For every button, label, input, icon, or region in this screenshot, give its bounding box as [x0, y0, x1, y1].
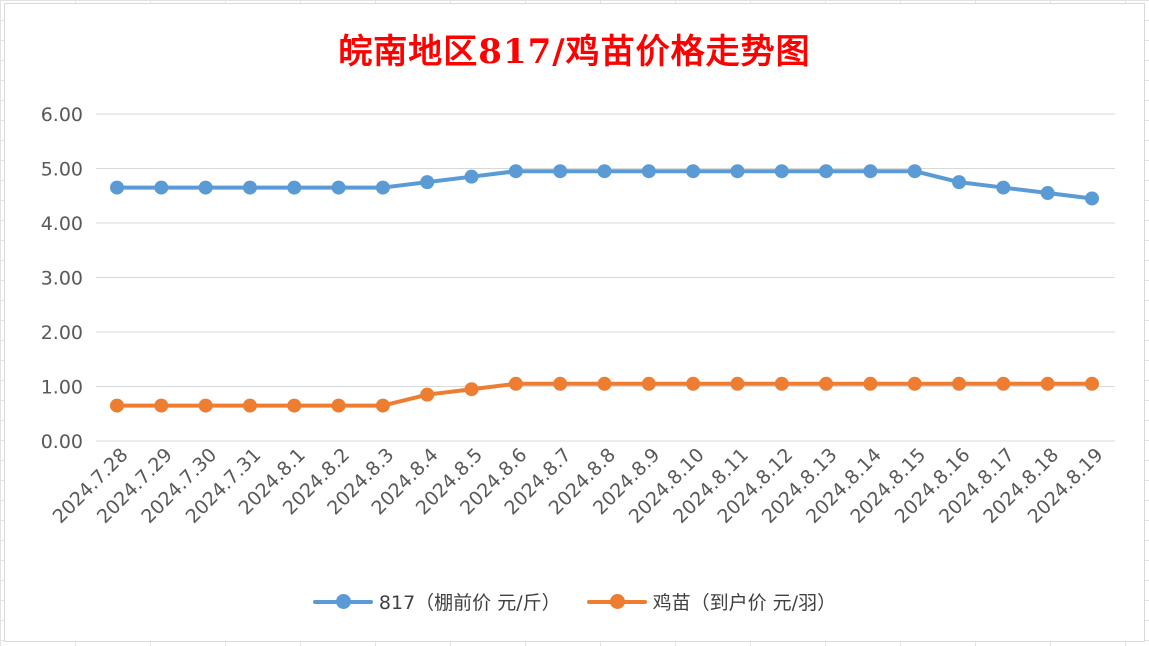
series-1-point — [110, 398, 124, 413]
series-0-point — [508, 164, 523, 179]
series-1-point — [863, 376, 878, 391]
series-0-point — [952, 175, 967, 190]
legend: 817（棚前价 元/斤） 鸡苗（到户价 元/羽） — [5, 588, 1144, 615]
legend-item-chick[interactable]: 鸡苗（到户价 元/羽） — [586, 588, 837, 615]
y-tick-label: 1.00 — [41, 377, 83, 399]
series-1-point — [287, 398, 302, 413]
series-1-point — [952, 376, 967, 391]
series-1-point — [730, 376, 745, 391]
series-0-point — [730, 164, 745, 179]
series-1-point — [331, 398, 346, 413]
series-1-point — [996, 376, 1011, 391]
series-1-point — [1040, 376, 1055, 391]
series-1-point — [1085, 376, 1099, 391]
series-1-point — [907, 376, 922, 391]
series-0-point — [996, 180, 1011, 195]
series-1-point — [597, 376, 612, 391]
plot-area: 0.00 1.00 2.00 3.00 4.00 5.00 6.00 2024.7.2820… — [41, 104, 1115, 528]
x-axis-tick-labels: 2024.7.282024.7.292024.7.302024.7.312024… — [49, 444, 1108, 528]
y-tick-label: 4.00 — [41, 213, 83, 235]
series-1-point — [242, 398, 257, 413]
series-0-point — [198, 180, 213, 195]
series-0-point — [907, 164, 922, 179]
legend-label-chick: 鸡苗（到户价 元/羽） — [652, 592, 837, 614]
series-0-point — [863, 164, 878, 179]
series-0-point — [553, 164, 568, 179]
series-0-point — [110, 180, 124, 195]
series-1-point — [686, 376, 701, 391]
gridlines — [96, 113, 1115, 442]
series-1-point — [819, 376, 834, 391]
chart-area[interactable]: 皖南地区817/鸡苗价格走势图 0.00 1.00 2.00 3.00 4.00 5.00… — [4, 3, 1145, 642]
series-0-point — [1040, 186, 1055, 201]
series-0-point — [686, 164, 701, 179]
series-0-point — [331, 180, 346, 195]
series-1-point — [508, 376, 523, 391]
series-1-point — [553, 376, 568, 391]
series-0-point — [420, 175, 435, 190]
series-0-point — [242, 180, 257, 195]
series-1-point — [420, 387, 435, 402]
series-0-point — [287, 180, 302, 195]
y-tick-label: 6.00 — [41, 104, 83, 126]
series-1-point — [641, 376, 656, 391]
series-0-point — [819, 164, 834, 179]
series-0-point — [774, 164, 789, 179]
series-1-point — [375, 398, 390, 413]
y-tick-label: 2.00 — [41, 322, 83, 344]
legend-item-817[interactable]: 817（棚前价 元/斤） — [312, 588, 561, 615]
series-lines — [110, 164, 1099, 413]
series-1-point — [154, 398, 169, 413]
series-1-point — [774, 376, 789, 391]
y-axis-tick-labels: 0.00 1.00 2.00 3.00 4.00 5.00 6.00 — [41, 104, 83, 453]
legend-swatch-chick-icon — [586, 593, 647, 609]
series-0-point — [641, 164, 656, 179]
series-0-point — [464, 169, 479, 184]
chart-title: 皖南地区817/鸡苗价格走势图 — [338, 32, 811, 72]
series-1-point — [198, 398, 213, 413]
y-tick-label: 0.00 — [41, 431, 83, 453]
legend-swatch-817-icon — [312, 593, 373, 609]
y-tick-label: 3.00 — [41, 268, 83, 290]
series-0-point — [375, 180, 390, 195]
legend-label-817: 817（棚前价 元/斤） — [378, 592, 561, 614]
series-0-point — [154, 180, 169, 195]
series-1-point — [464, 382, 479, 397]
series-0-point — [597, 164, 612, 179]
series-0-point — [1085, 191, 1099, 206]
y-tick-label: 5.00 — [41, 159, 83, 181]
